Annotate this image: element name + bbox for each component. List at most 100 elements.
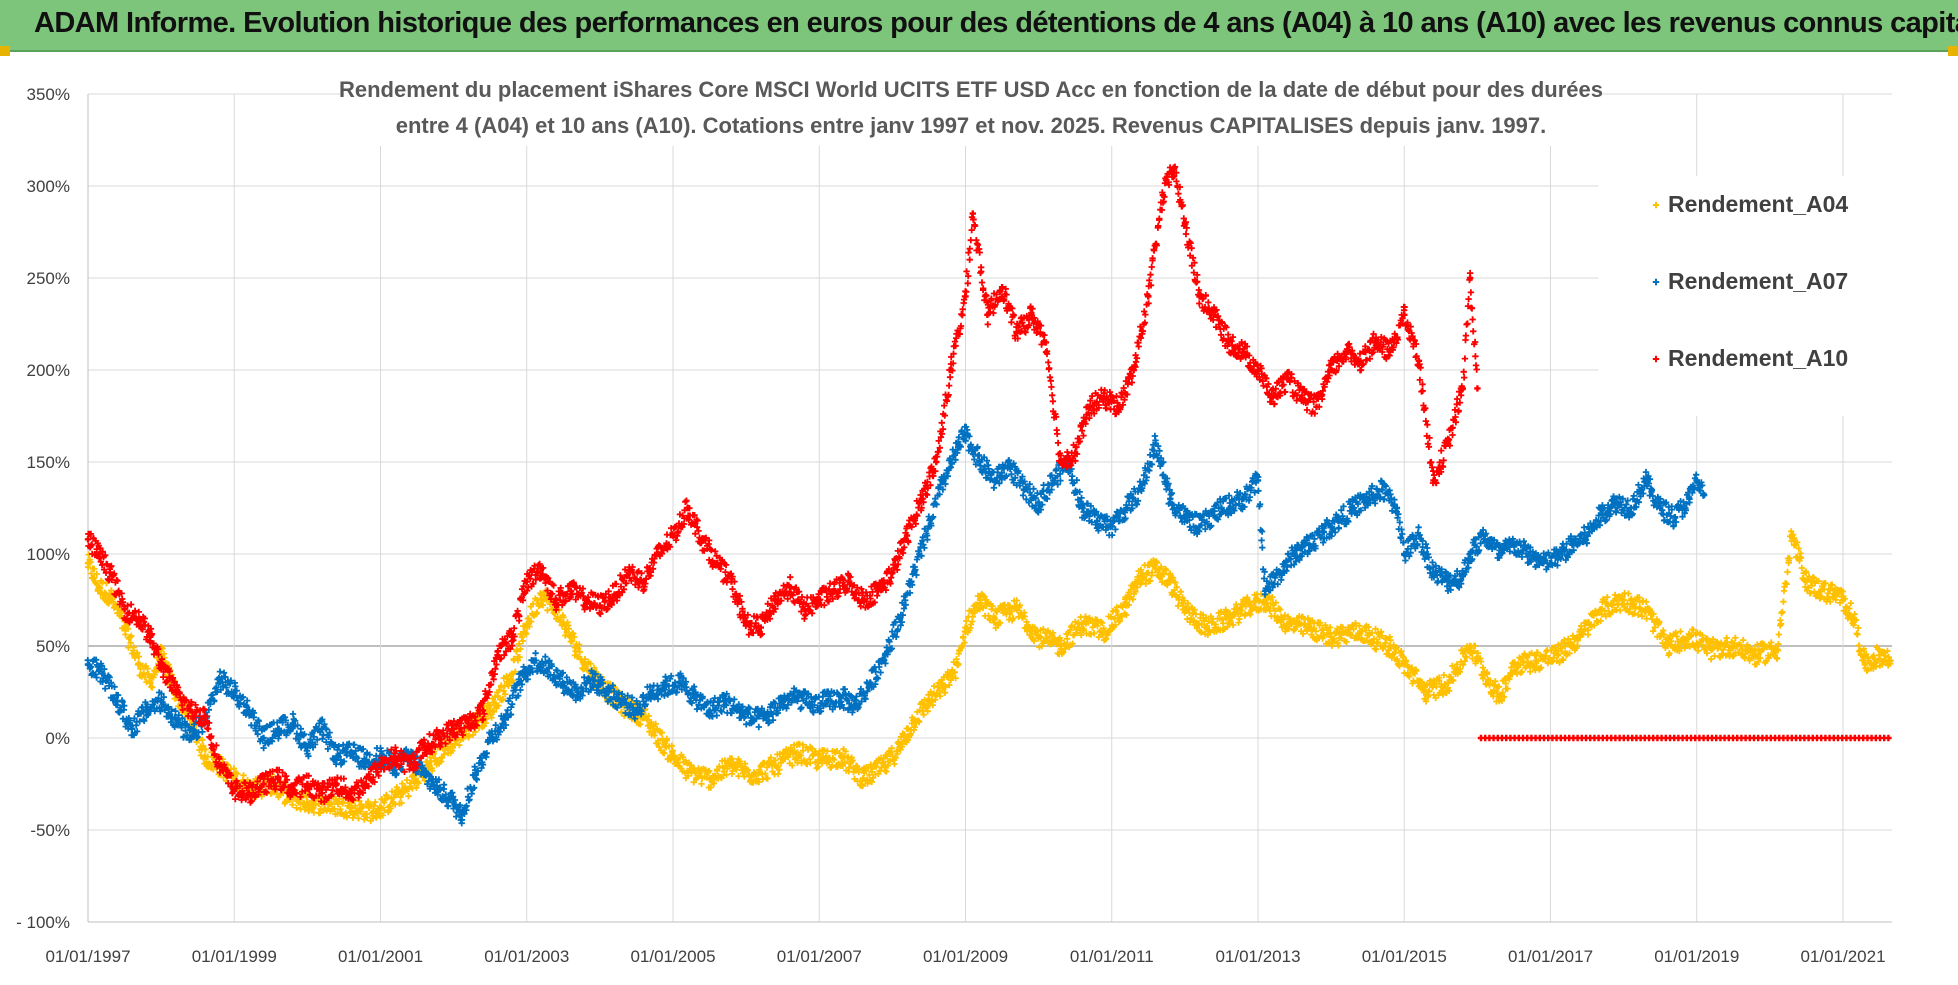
- data-point: [318, 790, 326, 797]
- data-point: [1430, 477, 1437, 484]
- data-point: [333, 753, 340, 760]
- data-point: [147, 633, 154, 640]
- data-point: [136, 661, 143, 668]
- data-point: [348, 804, 355, 812]
- data-point: [1028, 311, 1035, 318]
- data-point: [735, 707, 742, 714]
- data-point: [1466, 642, 1474, 650]
- data-point: [274, 725, 282, 732]
- data-point: [1832, 591, 1839, 598]
- data-point: [1774, 646, 1781, 653]
- data-point: [721, 698, 728, 705]
- data-point: [1788, 532, 1795, 539]
- y-tick-label: 300%: [27, 177, 70, 196]
- data-point: [772, 762, 779, 769]
- data-point: [1466, 550, 1474, 558]
- data-point: [662, 683, 669, 690]
- data-point: [699, 536, 706, 543]
- data-point: [794, 694, 801, 701]
- data-point: [1554, 554, 1561, 561]
- data-point: [984, 311, 991, 318]
- data-point: [582, 661, 589, 668]
- data-point: [121, 624, 128, 631]
- data-point: [1876, 652, 1883, 659]
- data-point: [1284, 620, 1291, 628]
- data-point: [1170, 164, 1178, 171]
- legend-label: Rendement_A10: [1668, 345, 1848, 371]
- data-point: [121, 606, 128, 613]
- data-point: [538, 591, 545, 598]
- data-point: [706, 707, 713, 714]
- data-point: [538, 565, 545, 572]
- data-point: [1240, 348, 1247, 355]
- x-tick-label: 01/01/2001: [338, 947, 423, 966]
- data-point: [157, 661, 165, 668]
- data-point: [1327, 633, 1335, 640]
- x-tick-label: 01/01/2009: [923, 947, 1008, 966]
- data-point: [1598, 510, 1605, 517]
- data-point: [889, 569, 896, 576]
- data-point: [1540, 560, 1547, 567]
- data-point: [962, 293, 969, 300]
- data-point: [508, 633, 516, 640]
- data-point: [976, 458, 984, 466]
- x-tick-label: 01/01/1999: [192, 947, 277, 966]
- data-point: [1218, 504, 1225, 512]
- legend-marker: [1652, 355, 1660, 363]
- data-point: [947, 366, 955, 374]
- data-point: [1444, 578, 1452, 585]
- data-point: [406, 762, 413, 769]
- data-point: [1269, 394, 1276, 401]
- data-point: [545, 664, 552, 672]
- data-point: [1101, 394, 1108, 401]
- series-marker-cloud: [84, 423, 1707, 827]
- data-point: [289, 720, 296, 727]
- data-point: [757, 624, 764, 631]
- data-point: [1752, 652, 1759, 659]
- data-point: [1693, 477, 1700, 484]
- data-point: [1137, 486, 1145, 493]
- data-point: [494, 652, 501, 659]
- data-point: [779, 698, 786, 705]
- data-point: [289, 786, 296, 793]
- data-point: [1620, 596, 1627, 604]
- data-point: [1357, 357, 1364, 364]
- data-point: [1657, 504, 1664, 512]
- data-point: [1459, 385, 1466, 392]
- data-point: [1598, 606, 1605, 613]
- x-tick-label: 01/01/2005: [630, 947, 715, 966]
- data-point: [114, 698, 121, 705]
- data-point: [669, 532, 677, 539]
- data-point: [231, 786, 238, 793]
- data-point: [1415, 532, 1423, 539]
- data-point: [1887, 657, 1894, 664]
- data-point: [903, 532, 911, 539]
- y-tick-label: 250%: [27, 269, 70, 288]
- data-point: [1006, 462, 1013, 469]
- data-point: [95, 583, 103, 591]
- x-tick-label: 01/01/2017: [1508, 947, 1593, 966]
- data-point: [1708, 646, 1715, 653]
- data-point: [816, 756, 823, 764]
- data-point: [911, 716, 918, 723]
- data-point: [172, 688, 179, 696]
- data-point: [530, 657, 538, 664]
- data-point: [1057, 642, 1064, 650]
- data-point: [391, 753, 399, 760]
- data-point: [399, 790, 406, 797]
- data-point: [1803, 578, 1810, 585]
- data-point: [750, 716, 757, 723]
- data-point: [567, 633, 574, 640]
- series-Rendement_A07: [84, 423, 1708, 827]
- data-point: [596, 602, 604, 609]
- x-tick-label: 01/01/2019: [1654, 947, 1739, 966]
- data-point: [421, 744, 428, 751]
- data-point: [260, 780, 267, 788]
- data-point: [1306, 541, 1313, 548]
- corner-marker: [1948, 46, 1958, 56]
- report-title: ADAM Informe. Evolution historique des p…: [34, 7, 1958, 39]
- data-point: [1839, 596, 1847, 604]
- data-point: [1466, 274, 1474, 282]
- x-tick-label: 01/01/2015: [1362, 947, 1447, 966]
- data-point: [348, 749, 355, 756]
